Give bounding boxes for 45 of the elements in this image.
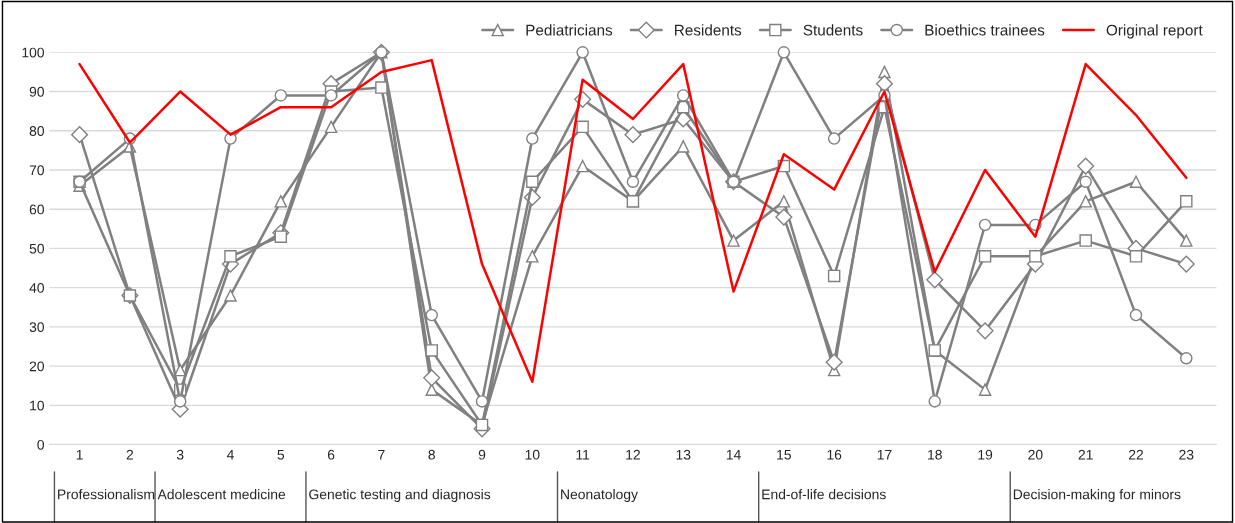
y-tick-label: 90 bbox=[29, 86, 44, 97]
x-tick-label: 1 bbox=[76, 449, 83, 460]
x-tick-label: 20 bbox=[1028, 449, 1043, 460]
y-tick-label: 0 bbox=[37, 439, 44, 450]
y-tick-label: 30 bbox=[29, 322, 44, 333]
legend-label: Residents bbox=[675, 24, 742, 36]
x-tick-label: 12 bbox=[626, 449, 640, 460]
x-tick-label: 11 bbox=[576, 449, 590, 460]
x-tick-label: 23 bbox=[1179, 449, 1194, 460]
x-tick-label: 2 bbox=[126, 449, 134, 460]
x-tick-label: 15 bbox=[777, 449, 791, 460]
y-tick-label: 20 bbox=[29, 361, 44, 372]
text: End-of-life decisions bbox=[762, 489, 886, 500]
x-tick-label: 5 bbox=[277, 449, 285, 460]
x-tick-label: 3 bbox=[176, 449, 184, 460]
legend-label: Bioethics trainees bbox=[925, 24, 1045, 36]
y-tick-label: 50 bbox=[29, 243, 44, 254]
text: Professionalism bbox=[58, 489, 155, 500]
x-tick-label: 8 bbox=[428, 449, 435, 460]
text: Decision-making for minors bbox=[1013, 489, 1181, 503]
x-tick-label: 19 bbox=[978, 449, 993, 460]
y-tick-label: 60 bbox=[29, 204, 44, 215]
x-tick-label: 7 bbox=[378, 449, 385, 460]
y-tick-label: 80 bbox=[29, 126, 44, 136]
y-tick-label: 10 bbox=[30, 400, 44, 411]
x-tick-label: 9 bbox=[478, 449, 486, 460]
legend-label: Original report bbox=[1106, 24, 1203, 39]
text: Adolescent medicine bbox=[157, 489, 286, 500]
y-tick-label: 70 bbox=[29, 165, 44, 176]
y-tick-label: 100 bbox=[22, 47, 44, 58]
legend-label: Pediatricians bbox=[526, 24, 613, 36]
y-tick-label: 40 bbox=[29, 282, 44, 293]
legend-label: Students bbox=[803, 24, 863, 36]
x-tick-label: 14 bbox=[726, 449, 741, 460]
x-tick-label: 16 bbox=[827, 449, 842, 460]
x-tick-label: 13 bbox=[676, 449, 691, 460]
x-tick-label: 4 bbox=[226, 449, 234, 460]
text: Genetic testing and diagnosis bbox=[309, 489, 491, 503]
x-tick-label: 10 bbox=[525, 449, 540, 460]
x-tick-label: 17 bbox=[877, 449, 892, 460]
x-tick-label: 18 bbox=[928, 449, 942, 460]
x-tick-label: 21 bbox=[1078, 449, 1093, 460]
x-tick-label: 22 bbox=[1128, 449, 1144, 460]
text: Neonatology bbox=[561, 489, 638, 503]
x-tick-label: 6 bbox=[327, 449, 335, 460]
